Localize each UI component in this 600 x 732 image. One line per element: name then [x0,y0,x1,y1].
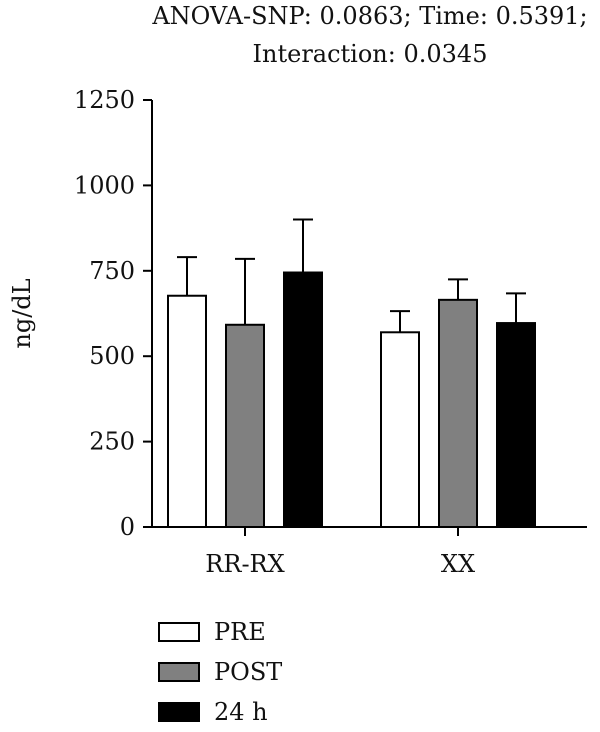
bar-24h-rr-rx [283,271,323,528]
legend-swatch-post [158,662,200,682]
legend-label-pre: PRE [214,618,266,646]
bar-post-xx [438,298,478,528]
bar-chart: 0 250 500 750 1000 1250 ng/dL RR-RX XX [8,86,587,578]
y-tick-label: 0 [120,513,135,541]
bar-24h-xx [496,322,536,528]
x-tick-label: XX [441,550,475,578]
x-tick-label: RR-RX [205,550,284,578]
y-tick-label: 1000 [74,171,135,199]
chart-title-line-2: Interaction: 0.0345 [252,40,488,68]
legend-swatch-pre [158,622,200,642]
y-tick-label: 750 [89,257,135,285]
legend-item-post: POST [158,652,282,692]
legend-item-pre: PRE [158,612,282,652]
bar-post-rr-rx [225,323,265,528]
legend-label-24h: 24 h [214,698,268,726]
chart-title-line-1: ANOVA-SNP: 0.0863; Time: 0.5391; [152,2,588,30]
y-tick-label: 250 [89,428,135,456]
legend: PRE POST 24 h [158,612,282,732]
y-axis-label: ng/dL [8,278,36,348]
bar-pre-xx [380,331,420,528]
legend-swatch-24h [158,702,200,722]
legend-label-post: POST [214,658,283,686]
legend-item-24h: 24 h [158,692,282,732]
bar-pre-rr-rx [167,294,207,528]
y-tick-label: 1250 [74,86,135,114]
y-tick-label: 500 [89,342,135,370]
